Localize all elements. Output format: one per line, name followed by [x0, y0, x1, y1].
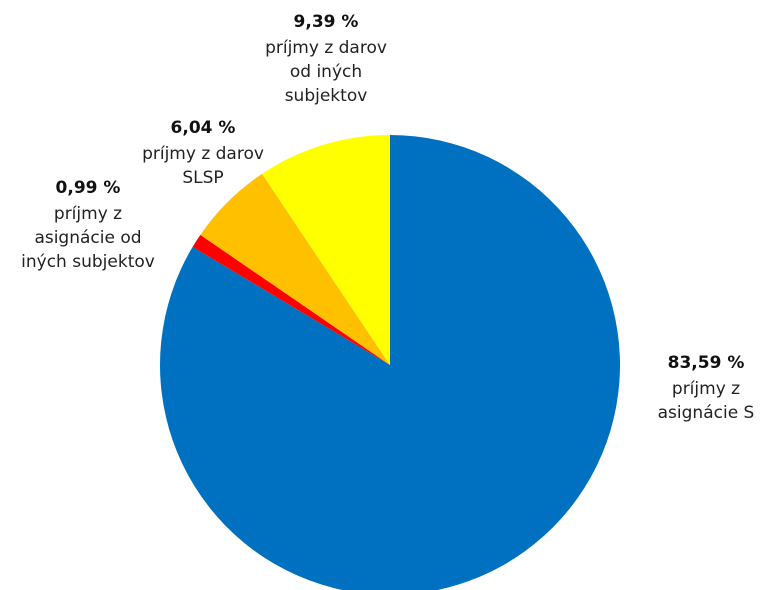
slice-percent-label: 0,99 %: [56, 178, 121, 198]
slice-label-1: 0,99 % príjmy z asignácie od iných subjekto…: [21, 178, 155, 272]
slice-name-line: SLSP: [182, 168, 223, 188]
slice-name-line: asignácie S: [658, 403, 755, 423]
slice-name-line: príjmy z darov: [265, 38, 387, 58]
slice-label-3: 9,39 % príjmy z darov od iných subjektov: [265, 12, 387, 106]
slice-name-line: príjmy z: [54, 204, 122, 224]
slice-name-line: príjmy z darov: [142, 144, 264, 164]
slice-name-line: príjmy z: [672, 379, 740, 399]
pie-slice-2: [200, 173, 390, 365]
slice-percent-label: 6,04 %: [171, 118, 236, 138]
slice-percent-label: 9,39 %: [294, 12, 359, 32]
pie-slice-0: [160, 135, 620, 590]
pie-slice-3: [262, 135, 390, 365]
slice-label-0: 83,59 % príjmy z asignácie S: [658, 353, 755, 423]
slice-name-line: iných subjektov: [21, 252, 155, 272]
pie-slice-1: [192, 234, 390, 365]
slice-name-line: od iných: [290, 62, 362, 82]
slice-label-2: 6,04 % príjmy z darov SLSP: [142, 118, 264, 188]
slice-name-line: asignácie od: [34, 228, 141, 248]
slice-percent-label: 83,59 %: [668, 353, 745, 373]
slice-name-line: subjektov: [285, 86, 368, 106]
